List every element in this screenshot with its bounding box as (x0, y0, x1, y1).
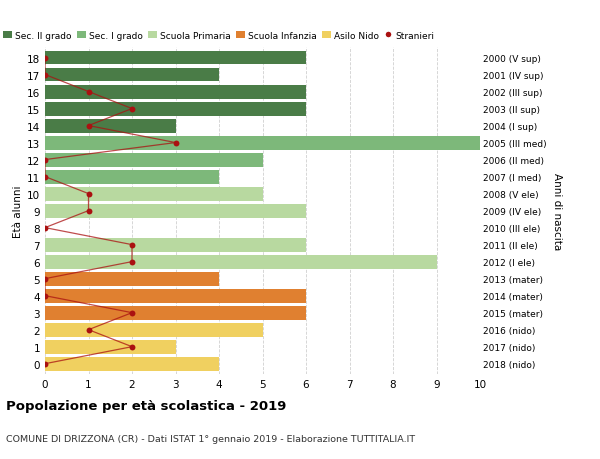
Point (127, 343, 137, 351)
Bar (45, 238, 306, 252)
Point (171, 140, 181, 147)
Point (40, 224, 50, 232)
Point (40, 157, 50, 164)
Point (84, 326, 94, 334)
Bar (45, 306, 306, 320)
Bar (45, 85, 306, 99)
Bar (45, 204, 306, 218)
Bar (45, 323, 263, 337)
Y-axis label: Età alunni: Età alunni (13, 185, 23, 237)
Bar (45, 136, 480, 150)
Legend: Sec. II grado, Sec. I grado, Scuola Primaria, Scuola Infanzia, Asilo Nido, Stran: Sec. II grado, Sec. I grado, Scuola Prim… (4, 32, 434, 40)
Point (40, 72, 50, 79)
Bar (45, 357, 219, 371)
Bar (45, 255, 437, 269)
Point (40, 275, 50, 283)
Bar (45, 153, 263, 167)
Text: Popolazione per età scolastica - 2019: Popolazione per età scolastica - 2019 (6, 399, 286, 412)
Bar (45, 68, 219, 82)
Y-axis label: Anni di nascita: Anni di nascita (552, 173, 562, 250)
Bar (45, 187, 263, 201)
Bar (45, 51, 306, 65)
Point (127, 241, 137, 249)
Point (84, 190, 94, 198)
Bar (45, 340, 176, 354)
Point (84, 207, 94, 215)
Point (127, 309, 137, 317)
Point (127, 258, 137, 266)
Text: COMUNE DI DRIZZONA (CR) - Dati ISTAT 1° gennaio 2019 - Elaborazione TUTTITALIA.I: COMUNE DI DRIZZONA (CR) - Dati ISTAT 1° … (6, 434, 415, 443)
Bar (45, 102, 306, 116)
Bar (45, 272, 219, 286)
Point (40, 55, 50, 62)
Point (84, 123, 94, 130)
Bar (45, 119, 176, 133)
Point (40, 292, 50, 300)
Point (127, 106, 137, 113)
Point (84, 89, 94, 96)
Point (40, 360, 50, 368)
Point (40, 174, 50, 181)
Bar (45, 289, 306, 303)
Bar (45, 170, 219, 184)
